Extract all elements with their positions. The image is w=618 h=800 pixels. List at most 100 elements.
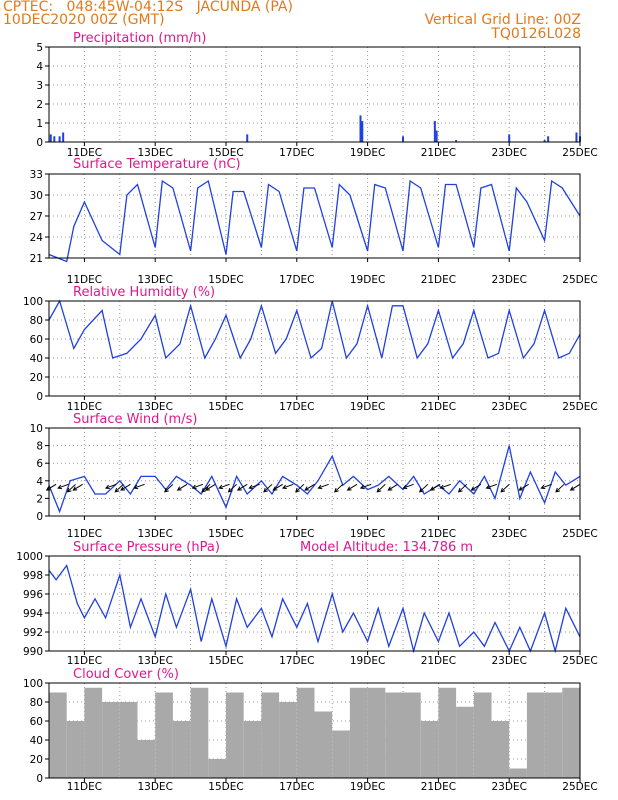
wind-arrow xyxy=(570,483,581,491)
precip-bar xyxy=(402,136,404,142)
wind-arrow-head xyxy=(236,486,242,491)
wind-arrow-head xyxy=(57,484,63,490)
precip-bar xyxy=(53,136,56,142)
wind-arrow-head xyxy=(485,484,491,490)
x-tick-label: 11DEC xyxy=(67,528,102,540)
wind-arrow-head xyxy=(66,487,72,493)
x-tick-label: 19DEC xyxy=(350,655,385,667)
cloud-cover-bar xyxy=(367,687,386,778)
wind-arrow xyxy=(120,483,131,491)
x-tick-label: 21DEC xyxy=(421,274,456,286)
y-tick-label: 40 xyxy=(30,735,43,747)
wind-arrow xyxy=(519,483,529,491)
model-altitude-note: Model Altitude: 134.786 m xyxy=(300,540,473,555)
wind-arrow-head xyxy=(359,484,365,490)
y-tick-label: 20 xyxy=(30,754,43,766)
wind-arrow xyxy=(318,483,329,489)
wind-arrow xyxy=(541,483,552,489)
series-line xyxy=(48,179,581,263)
wind-arrow xyxy=(388,483,398,491)
cloud-cover-bar xyxy=(491,721,510,778)
y-tick-label: 0 xyxy=(36,391,43,403)
wind-arrow xyxy=(57,483,69,489)
y-tick-label: 33 xyxy=(30,169,43,181)
precip-bar xyxy=(361,121,364,142)
y-tick-label: 100 xyxy=(23,678,43,690)
wind-arrow xyxy=(263,483,273,493)
cloud-cover-bar xyxy=(119,702,138,778)
wind-arrow-head xyxy=(387,486,393,491)
precip-bar xyxy=(543,140,546,142)
wind-arrow-head xyxy=(429,486,435,491)
wind-arrow-head xyxy=(133,484,139,490)
cloud-cover-bar xyxy=(208,759,226,778)
wind-arrow xyxy=(114,483,124,493)
wind-arrow-head xyxy=(439,484,445,490)
wind-arrow xyxy=(295,483,305,493)
x-tick-label: 25DEC xyxy=(562,401,597,413)
wind-arrow-head xyxy=(191,484,197,490)
y-tick-label: 3 xyxy=(36,80,43,92)
y-tick-label: 21 xyxy=(30,253,43,265)
panel-frame xyxy=(48,682,581,779)
y-tick-label: 992 xyxy=(23,627,43,639)
precip-bar xyxy=(359,115,362,142)
precip-bar xyxy=(246,134,249,142)
panel-title: Surface Wind (m/s) xyxy=(73,412,197,427)
wind-arrow-head xyxy=(457,487,463,493)
wind-arrow-head xyxy=(418,487,424,493)
wind-arrow-head xyxy=(164,487,169,493)
y-tick-label: 20 xyxy=(30,372,43,384)
x-tick-label: 15DEC xyxy=(208,401,243,413)
cloud-cover-bar xyxy=(420,721,439,778)
panel-frame xyxy=(48,555,581,652)
wind-arrow-head xyxy=(295,487,300,493)
x-tick-label: 23DEC xyxy=(491,401,526,413)
x-tick-label: 23DEC xyxy=(491,528,526,540)
wind-arrow-head xyxy=(470,486,476,491)
panel-frame xyxy=(48,300,581,397)
wind-arrow-head xyxy=(540,484,546,490)
y-tick-label: 30 xyxy=(30,190,43,202)
wind-arrow xyxy=(471,483,482,491)
y-tick-label: 80 xyxy=(30,697,43,709)
wind-arrow xyxy=(555,483,565,493)
cloud-cover-bar xyxy=(509,768,527,778)
wind-arrow xyxy=(282,483,294,489)
wind-arrow-head xyxy=(201,487,207,493)
x-tick-label: 21DEC xyxy=(421,528,456,540)
cloud-cover-bar xyxy=(261,692,280,778)
cloud-cover-bar xyxy=(473,692,492,778)
x-tick-label: 25DEC xyxy=(562,147,597,159)
cloud-cover-bar xyxy=(438,687,457,778)
precip-bar xyxy=(455,140,458,142)
x-tick-label: 17DEC xyxy=(279,781,314,793)
y-tick-label: 998 xyxy=(23,570,43,582)
cloud-cover-bar xyxy=(385,692,403,778)
y-tick-label: 1000 xyxy=(16,551,43,563)
x-tick-label: 15DEC xyxy=(208,147,243,159)
x-tick-label: 13DEC xyxy=(137,528,172,540)
x-tick-label: 11DEC xyxy=(67,147,102,159)
header-date-line: 10DEC2020 00Z (GMT) xyxy=(3,12,165,28)
wind-arrow-head xyxy=(376,487,382,493)
cloud-cover-bar xyxy=(226,692,244,778)
wind-arrow xyxy=(376,483,386,493)
cloud-cover-bar xyxy=(544,692,563,778)
y-tick-label: 0 xyxy=(36,511,43,523)
wind-arrow xyxy=(360,483,372,489)
wind-arrow-head xyxy=(248,484,254,490)
cloud-cover-bar xyxy=(279,702,297,778)
x-tick-label: 25DEC xyxy=(562,781,597,793)
y-tick-label: 8 xyxy=(36,441,43,453)
panel-title: Precipitation (mm/h) xyxy=(73,31,206,46)
wind-arrow xyxy=(403,483,414,489)
wind-arrow xyxy=(347,483,358,491)
series-line xyxy=(48,299,581,360)
wind-arrow-head xyxy=(72,486,78,491)
precip-bar xyxy=(62,132,65,142)
x-tick-label: 13DEC xyxy=(137,274,172,286)
y-tick-label: 4 xyxy=(36,476,43,488)
y-tick-label: 994 xyxy=(23,608,43,620)
x-tick-label: 15DEC xyxy=(208,655,243,667)
